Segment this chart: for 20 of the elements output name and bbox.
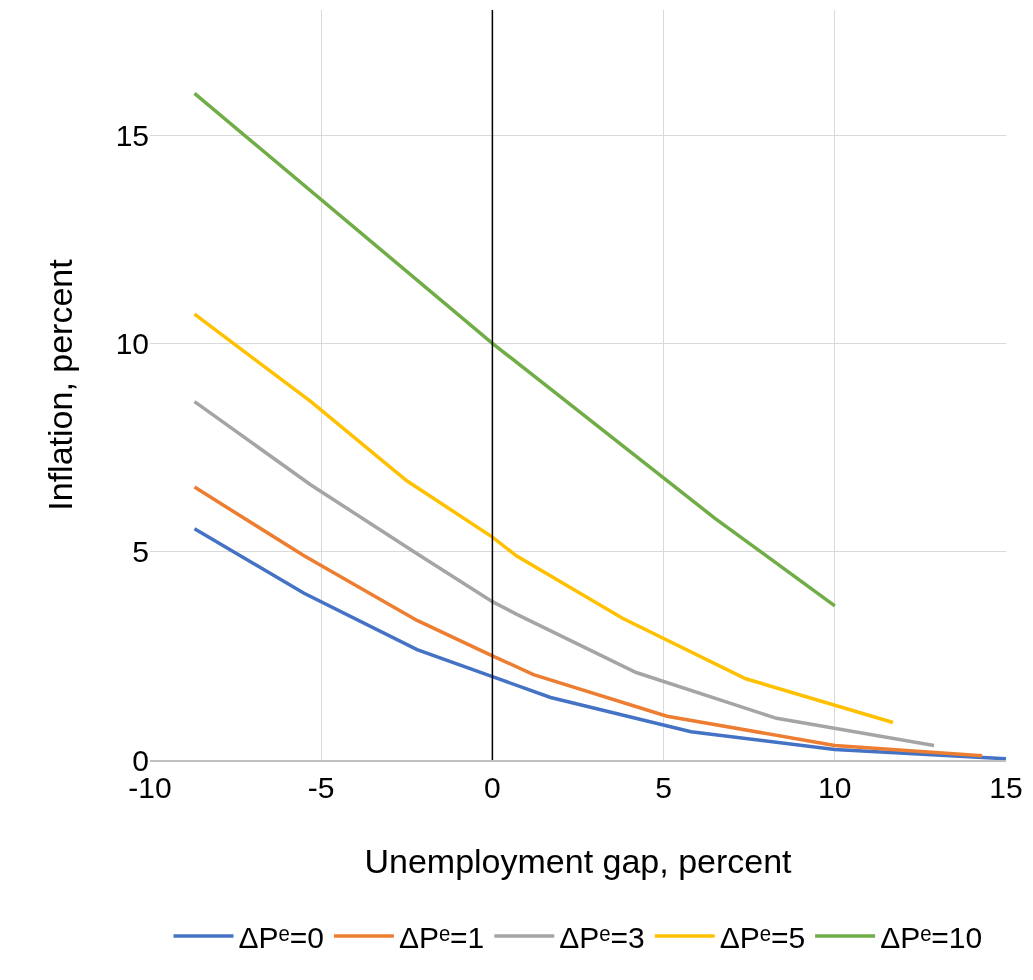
x-tick-label: -5 bbox=[307, 770, 335, 804]
legend-label: ΔPᵉ=5 bbox=[719, 920, 806, 954]
line-series bbox=[192, 91, 837, 608]
line-series bbox=[192, 399, 936, 748]
y-tick-label: 10 bbox=[115, 326, 149, 360]
legend-label: ΔPᵉ=0 bbox=[238, 920, 324, 954]
legend-label: ΔPᵉ=10 bbox=[880, 920, 983, 954]
x-axis-title: Unemployment gap, percent bbox=[364, 841, 793, 880]
x-tick-label: 0 bbox=[484, 770, 501, 804]
x-tick-label: 10 bbox=[818, 770, 852, 804]
y-axis-title: Inflation, percent bbox=[41, 258, 79, 511]
line-series bbox=[192, 312, 895, 725]
y-tick-label: 15 bbox=[115, 118, 149, 152]
line-series bbox=[192, 527, 1006, 760]
y-tick-label: 5 bbox=[132, 535, 149, 569]
x-tick-label: 15 bbox=[989, 770, 1023, 804]
legend-label: ΔPᵉ=3 bbox=[559, 920, 645, 954]
legend-label: ΔPᵉ=1 bbox=[398, 920, 485, 954]
line-series bbox=[192, 485, 984, 758]
x-tick-label: 5 bbox=[655, 770, 672, 804]
